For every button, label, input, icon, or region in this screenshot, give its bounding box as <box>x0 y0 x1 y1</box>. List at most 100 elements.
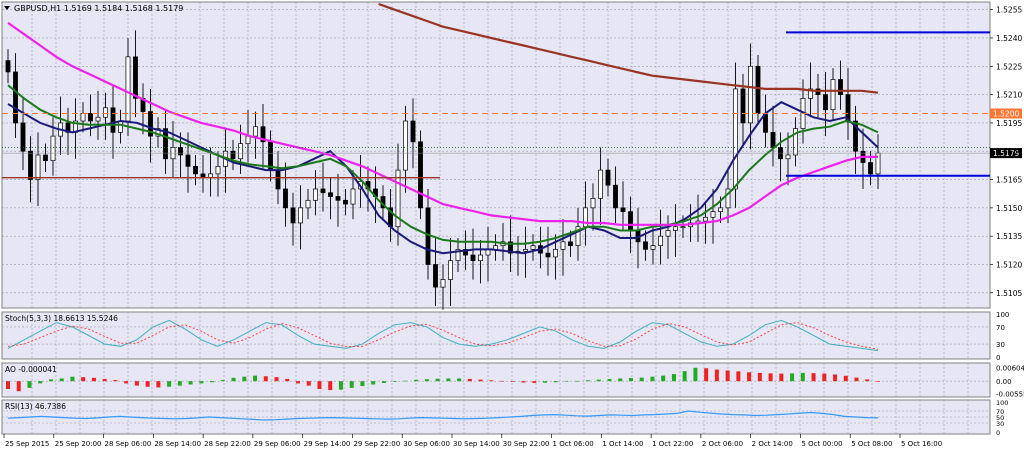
stoch-signal-line <box>7 322 879 350</box>
ma-line-0 <box>7 101 879 255</box>
ao-bar <box>790 373 795 382</box>
horizontal-lines[interactable]: 1.5200 1.5179 <box>2 31 1022 179</box>
time-tick-label: 25 Sep 20:00 <box>55 440 102 448</box>
candle-body <box>193 165 198 175</box>
candle-body <box>80 113 86 122</box>
candle-body <box>553 249 558 258</box>
ao-bar <box>414 379 419 382</box>
candle-body <box>740 88 746 124</box>
time-tick-label: 29 Sep 14:00 <box>304 440 351 448</box>
candle-body <box>718 207 723 212</box>
candle-body <box>320 188 326 194</box>
ao-bar <box>145 381 150 387</box>
candle-body <box>185 154 191 167</box>
ao-bar <box>596 379 601 382</box>
ao-bar <box>532 381 537 383</box>
candle-body <box>598 169 603 199</box>
candle-body <box>350 188 356 205</box>
ao-bar <box>231 377 236 382</box>
ao-bar <box>521 381 526 383</box>
candle-body <box>613 184 618 209</box>
stoch-main-line <box>7 319 879 352</box>
candle-body <box>530 245 536 250</box>
awesome-oscillator-panel[interactable]: AO -0.000041 0.00604 0.00 -0.00555 <box>1 362 1024 399</box>
candle-body <box>43 154 48 162</box>
rsi-tick-label: 50 <box>996 414 1004 422</box>
candle-body <box>13 71 18 124</box>
dashed-level-label-bg <box>990 108 1022 119</box>
ao-bar <box>188 381 193 385</box>
ao-histogram <box>6 367 880 392</box>
ao-bar <box>725 370 730 382</box>
time-tick-label: 5 Oct 16:00 <box>901 440 942 448</box>
ao-bar <box>747 372 752 382</box>
candlesticks <box>5 30 881 310</box>
ao-bar <box>553 381 558 383</box>
candle-body <box>260 126 266 143</box>
ao-bar <box>435 378 440 382</box>
ao-bar <box>768 373 773 382</box>
candle-body <box>28 150 33 180</box>
ao-bar <box>564 381 569 382</box>
candle-body <box>395 169 401 228</box>
candle-body <box>523 249 528 252</box>
candle-body <box>838 79 843 95</box>
stochastic-lines <box>7 319 879 352</box>
price-tick-label: 1.5255 <box>996 6 1022 15</box>
ao-bar <box>392 381 397 382</box>
candle-body <box>455 249 461 262</box>
time-tick-label: 29 Sep 06:00 <box>254 440 301 448</box>
ao-bar <box>102 378 107 382</box>
ao-bar <box>650 376 655 382</box>
candle-body <box>568 241 573 246</box>
price-tick-label: 1.5210 <box>996 91 1022 100</box>
candle-body <box>283 188 288 209</box>
ao-bar <box>6 381 10 389</box>
candle-body <box>290 207 296 224</box>
ao-bar <box>274 377 279 382</box>
ao-tick-label: -0.00555 <box>996 391 1024 399</box>
ao-bar <box>134 381 139 386</box>
ao-bar <box>210 381 215 383</box>
price-panel[interactable]: 1.5200 1.5179 GBPUSD,H1 1.5169 1.5184 1.5… <box>1 1 1022 310</box>
candle-body <box>178 147 183 156</box>
stochastic-panel-background <box>1 311 991 360</box>
candle-body <box>478 254 483 262</box>
ao-bar <box>59 378 64 382</box>
ao-bar <box>586 380 590 382</box>
candle-body <box>733 88 738 190</box>
ao-bar <box>478 379 483 382</box>
ao-bar <box>381 381 386 383</box>
ao-tick-label: 0.00604 <box>996 365 1024 373</box>
ao-panel-background <box>1 362 991 398</box>
candle-body <box>110 107 116 133</box>
candle-body <box>673 226 678 231</box>
rsi-tick-label: 30 <box>996 420 1004 428</box>
ao-bar <box>177 381 182 386</box>
ao-bar <box>296 381 300 384</box>
ao-bar <box>91 377 96 382</box>
ao-bar <box>736 371 741 382</box>
stochastic-panel[interactable]: Stoch(5,3,3) 18.6613 15.5246 100 70 30 0 <box>1 311 1009 362</box>
dropdown-triangle-icon[interactable] <box>4 6 10 10</box>
chart-title: GBPUSD,H1 1.5169 1.5184 1.5168 1.5179 <box>14 4 183 13</box>
candle-body <box>410 120 416 143</box>
stoch-tick-label: 70 <box>996 324 1005 332</box>
rsi-tick-label: 100 <box>996 399 1008 407</box>
price-tick-label: 1.5165 <box>996 176 1022 185</box>
candle-body <box>95 116 101 122</box>
stochastic-label: Stoch(5,3,3) 18.6613 15.5246 <box>5 314 118 323</box>
candle-body <box>770 132 776 148</box>
candle-body <box>703 216 708 222</box>
candle-body <box>508 241 513 254</box>
candle-body <box>163 128 168 160</box>
price-axis: 1.52551.52401.52251.52101.51951.51801.51… <box>990 6 1022 298</box>
candle-body <box>155 128 161 137</box>
candle-body <box>335 196 341 201</box>
time-tick-label: 25 Sep 2015 <box>5 440 49 448</box>
ao-bar <box>424 379 429 382</box>
candle-body <box>785 154 791 160</box>
